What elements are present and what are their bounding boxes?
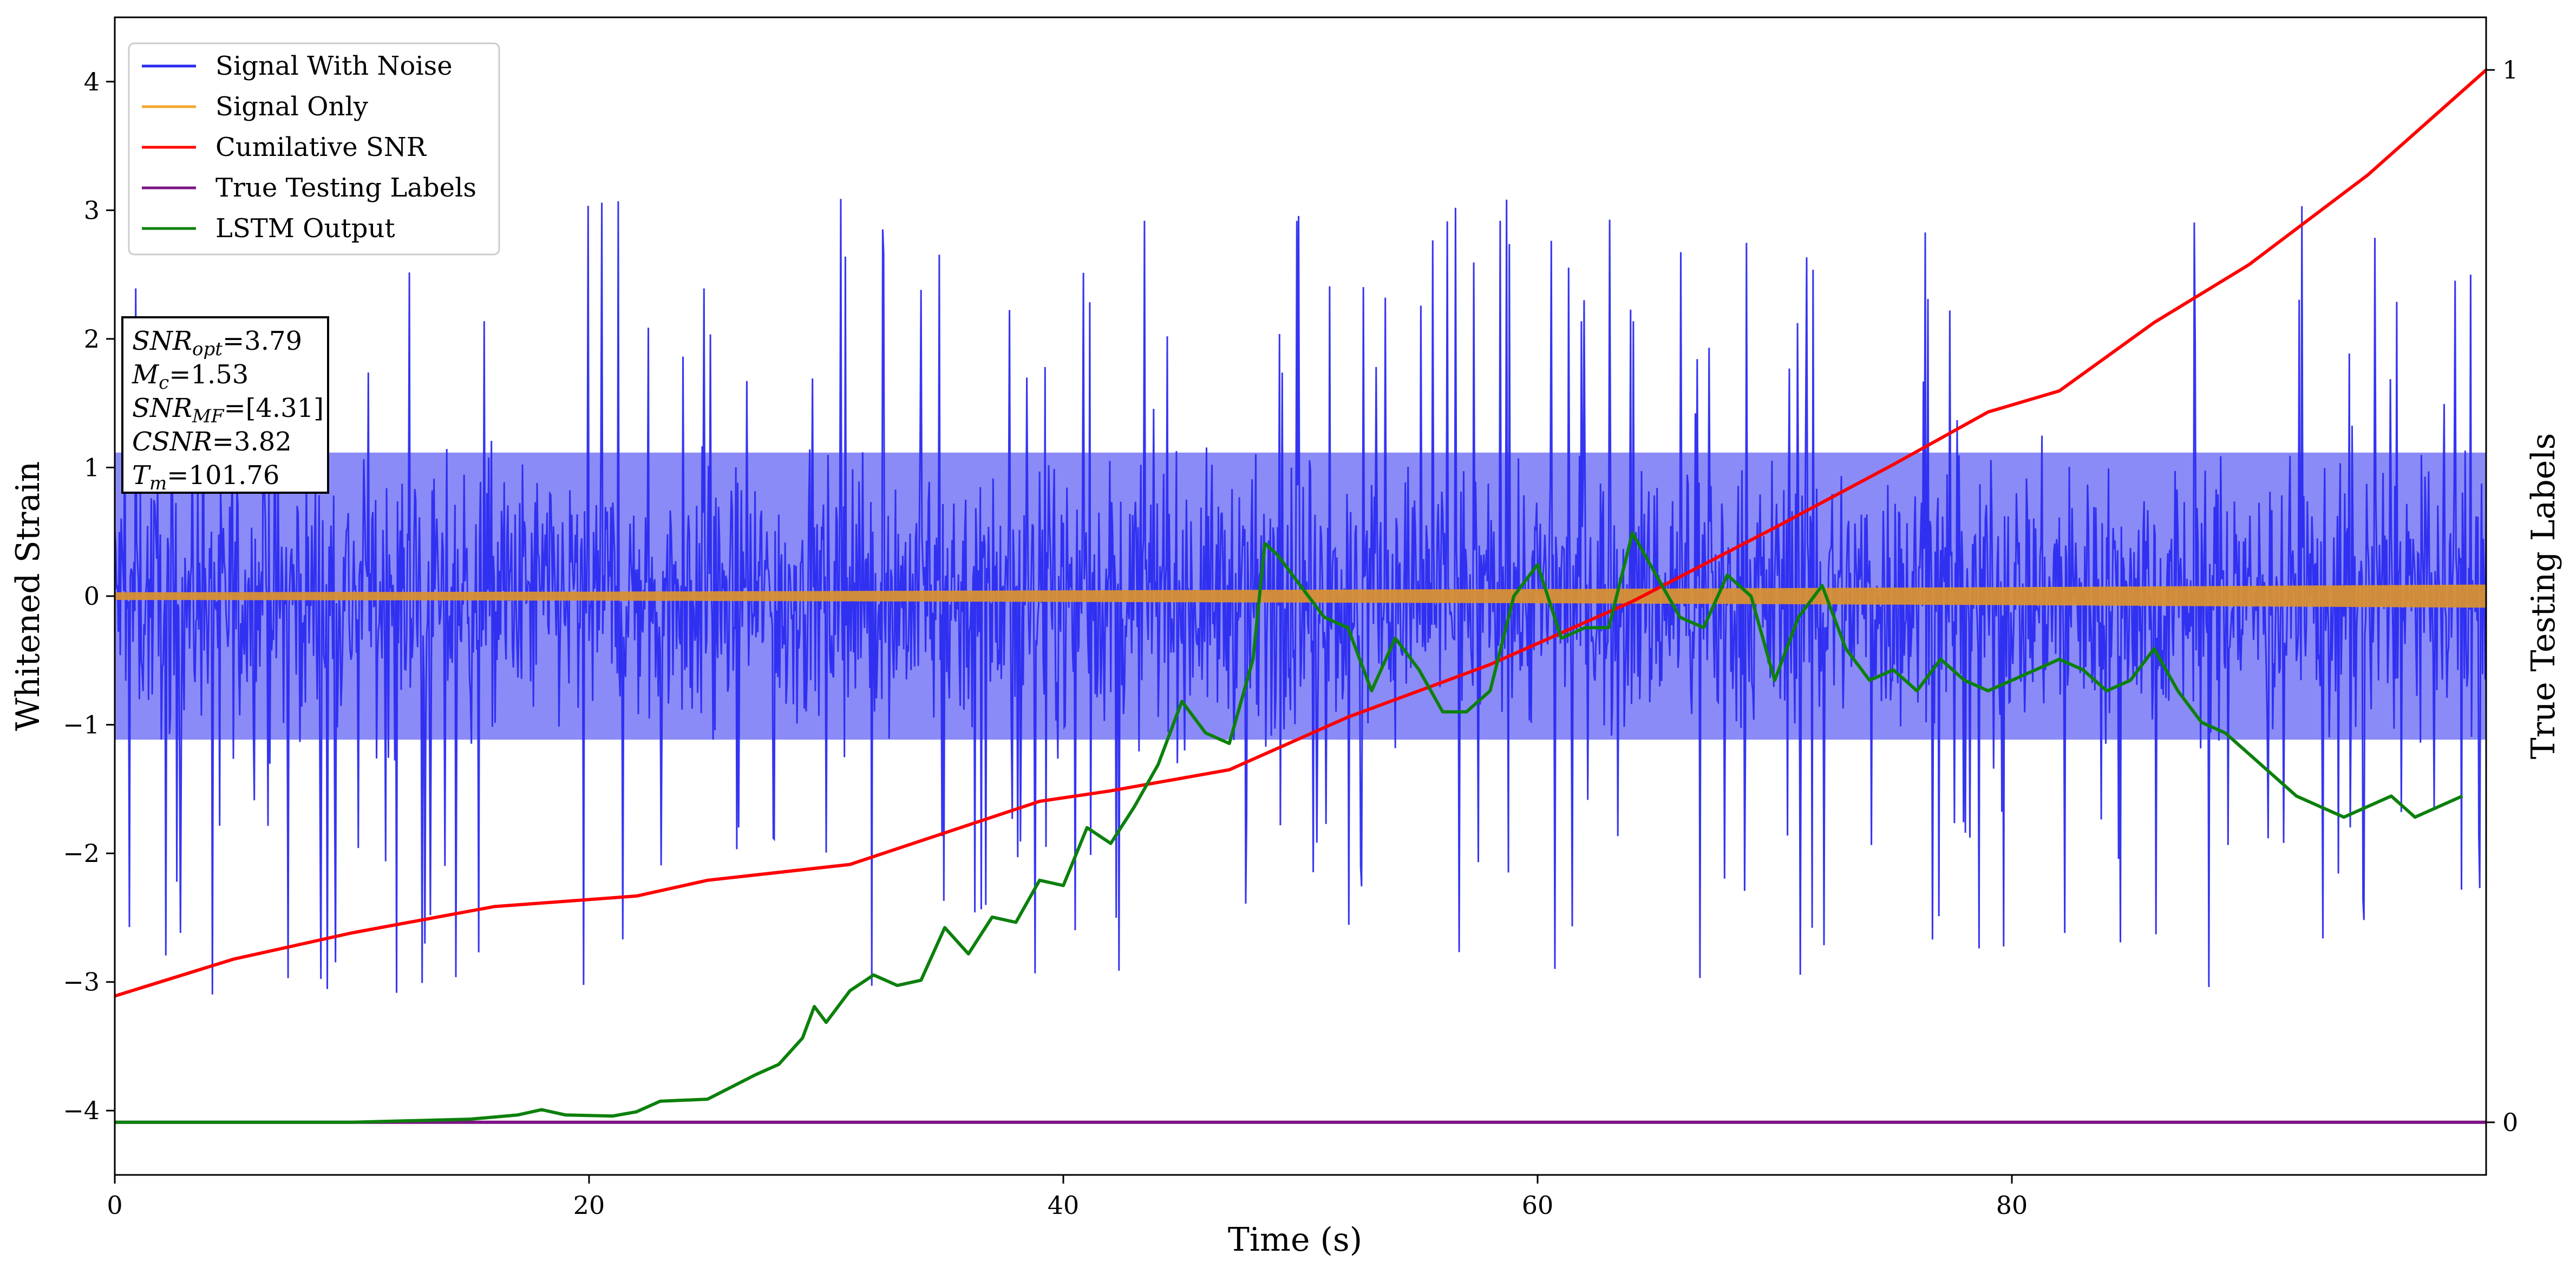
legend-label: LSTM Output [215, 213, 395, 244]
x-tick-label: 80 [1996, 1191, 2028, 1220]
y-tick-label: 1 [84, 453, 100, 482]
y-axis-title: Whitened Strain [9, 461, 47, 731]
y-tick-label: 3 [84, 195, 100, 225]
legend-label: Cumilative SNR [215, 132, 427, 162]
legend: Signal With Noise Signal Only Cumilative… [128, 42, 500, 256]
legend-box [128, 42, 500, 256]
y-tick-label: −3 [63, 968, 100, 997]
parameter-info-box: SNRopt=3.79 Mc=1.53 SNRMF=[4.31] CSNR=3.… [121, 316, 329, 494]
legend-label: Signal With Noise [215, 51, 453, 81]
y-right-axis-title: True Testing Labels [2525, 433, 2562, 760]
y-tick-label: 4 [84, 67, 100, 96]
x-axis-title: Time (s) [1228, 1221, 1362, 1259]
legend-label: Signal Only [215, 92, 368, 122]
info-line-tm: Tm=101.76 [132, 460, 279, 494]
plot-area [115, 68, 2486, 1124]
x-tick-label: 40 [1048, 1191, 1080, 1220]
x-tick-label: 0 [107, 1191, 122, 1220]
y-tick-label: −4 [63, 1096, 100, 1125]
lstm-output-line [115, 531, 2463, 1124]
y-tick-label: 0 [84, 582, 100, 611]
signal-only-band [115, 584, 2486, 608]
cumilative-snr-line [115, 68, 2486, 998]
signal-only-series [115, 584, 2486, 608]
x-tick-label: 60 [1522, 1191, 1554, 1220]
y-right-tick-label: 1 [2502, 55, 2518, 84]
info-line-snr-opt: SNRopt=3.79 [132, 326, 302, 360]
y-right-tick-label: 0 [2502, 1108, 2518, 1137]
legend-label: True Testing Labels [215, 173, 476, 203]
y-tick-label: 2 [84, 324, 100, 354]
info-line-csnr: CSNR=3.82 [132, 427, 292, 457]
info-line-snr-mf: SNRMF=[4.31] [132, 393, 324, 427]
line-series-group [115, 68, 2486, 1124]
info-box-frame [121, 316, 329, 494]
x-axis: 0 20 40 60 80 [107, 1175, 2028, 1220]
y-axis-right: 01 [2486, 55, 2518, 1137]
x-tick-label: 20 [573, 1191, 605, 1220]
y-tick-label: −1 [63, 710, 100, 740]
info-line-mc: Mc=1.53 [132, 360, 249, 394]
y-tick-label: −2 [63, 839, 100, 868]
y-axis-left: −4 −3 −2 −1 0 1 2 3 4 [63, 67, 115, 1125]
